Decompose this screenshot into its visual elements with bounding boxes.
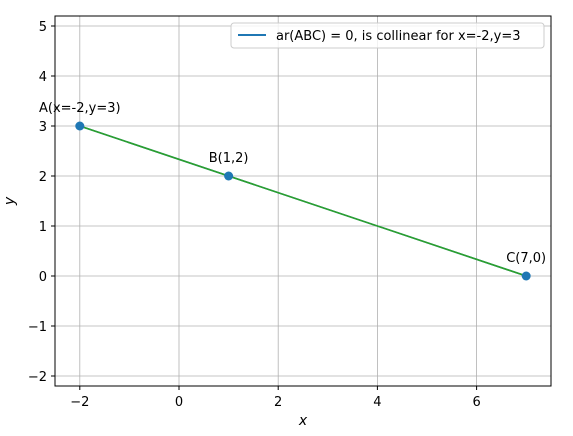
plot-frame — [54, 15, 552, 387]
x-tick-label: −2 — [70, 395, 89, 410]
y-tick-label: 5 — [39, 20, 47, 35]
data-point — [224, 171, 234, 181]
y-tick-label: −2 — [28, 370, 47, 385]
x-tick-label: 4 — [373, 395, 381, 410]
legend-box — [230, 22, 545, 49]
point-annotation: A(x=-2,y=3) — [39, 101, 121, 116]
series-layer — [79, 125, 527, 277]
y-tick-label: 3 — [39, 120, 47, 135]
x-tick-label: 2 — [274, 395, 282, 410]
labels-layer: x y — [2, 196, 308, 429]
legend-entry-label: ar(ABC) = 0, is collinear for x=-2,y=3 — [276, 29, 521, 44]
data-point — [521, 271, 531, 281]
y-tick-label: 4 — [39, 70, 47, 85]
point-annotation: C(7,0) — [506, 251, 546, 266]
data-point — [75, 121, 85, 131]
y-tick-label: −1 — [28, 320, 47, 335]
y-tick-label: 1 — [39, 220, 47, 235]
y-axis-label: y — [2, 196, 18, 206]
y-tick-label: 0 — [39, 270, 47, 285]
points-layer: A(x=-2,y=3) B(1,2) C(7,0) — [39, 101, 546, 281]
y-tick-label: 2 — [39, 170, 47, 185]
x-axis-label: x — [298, 413, 308, 429]
x-tick-label: 0 — [175, 395, 183, 410]
series-line-2 — [79, 125, 527, 277]
legend: ar(ABC) = 0, is collinear for x=-2,y=3 — [230, 22, 545, 49]
axes-layer: −2 0 2 4 6 −2 −1 0 1 2 3 4 5 — [28, 15, 552, 410]
x-tick-label: 6 — [472, 395, 480, 410]
point-annotation: B(1,2) — [209, 151, 249, 166]
